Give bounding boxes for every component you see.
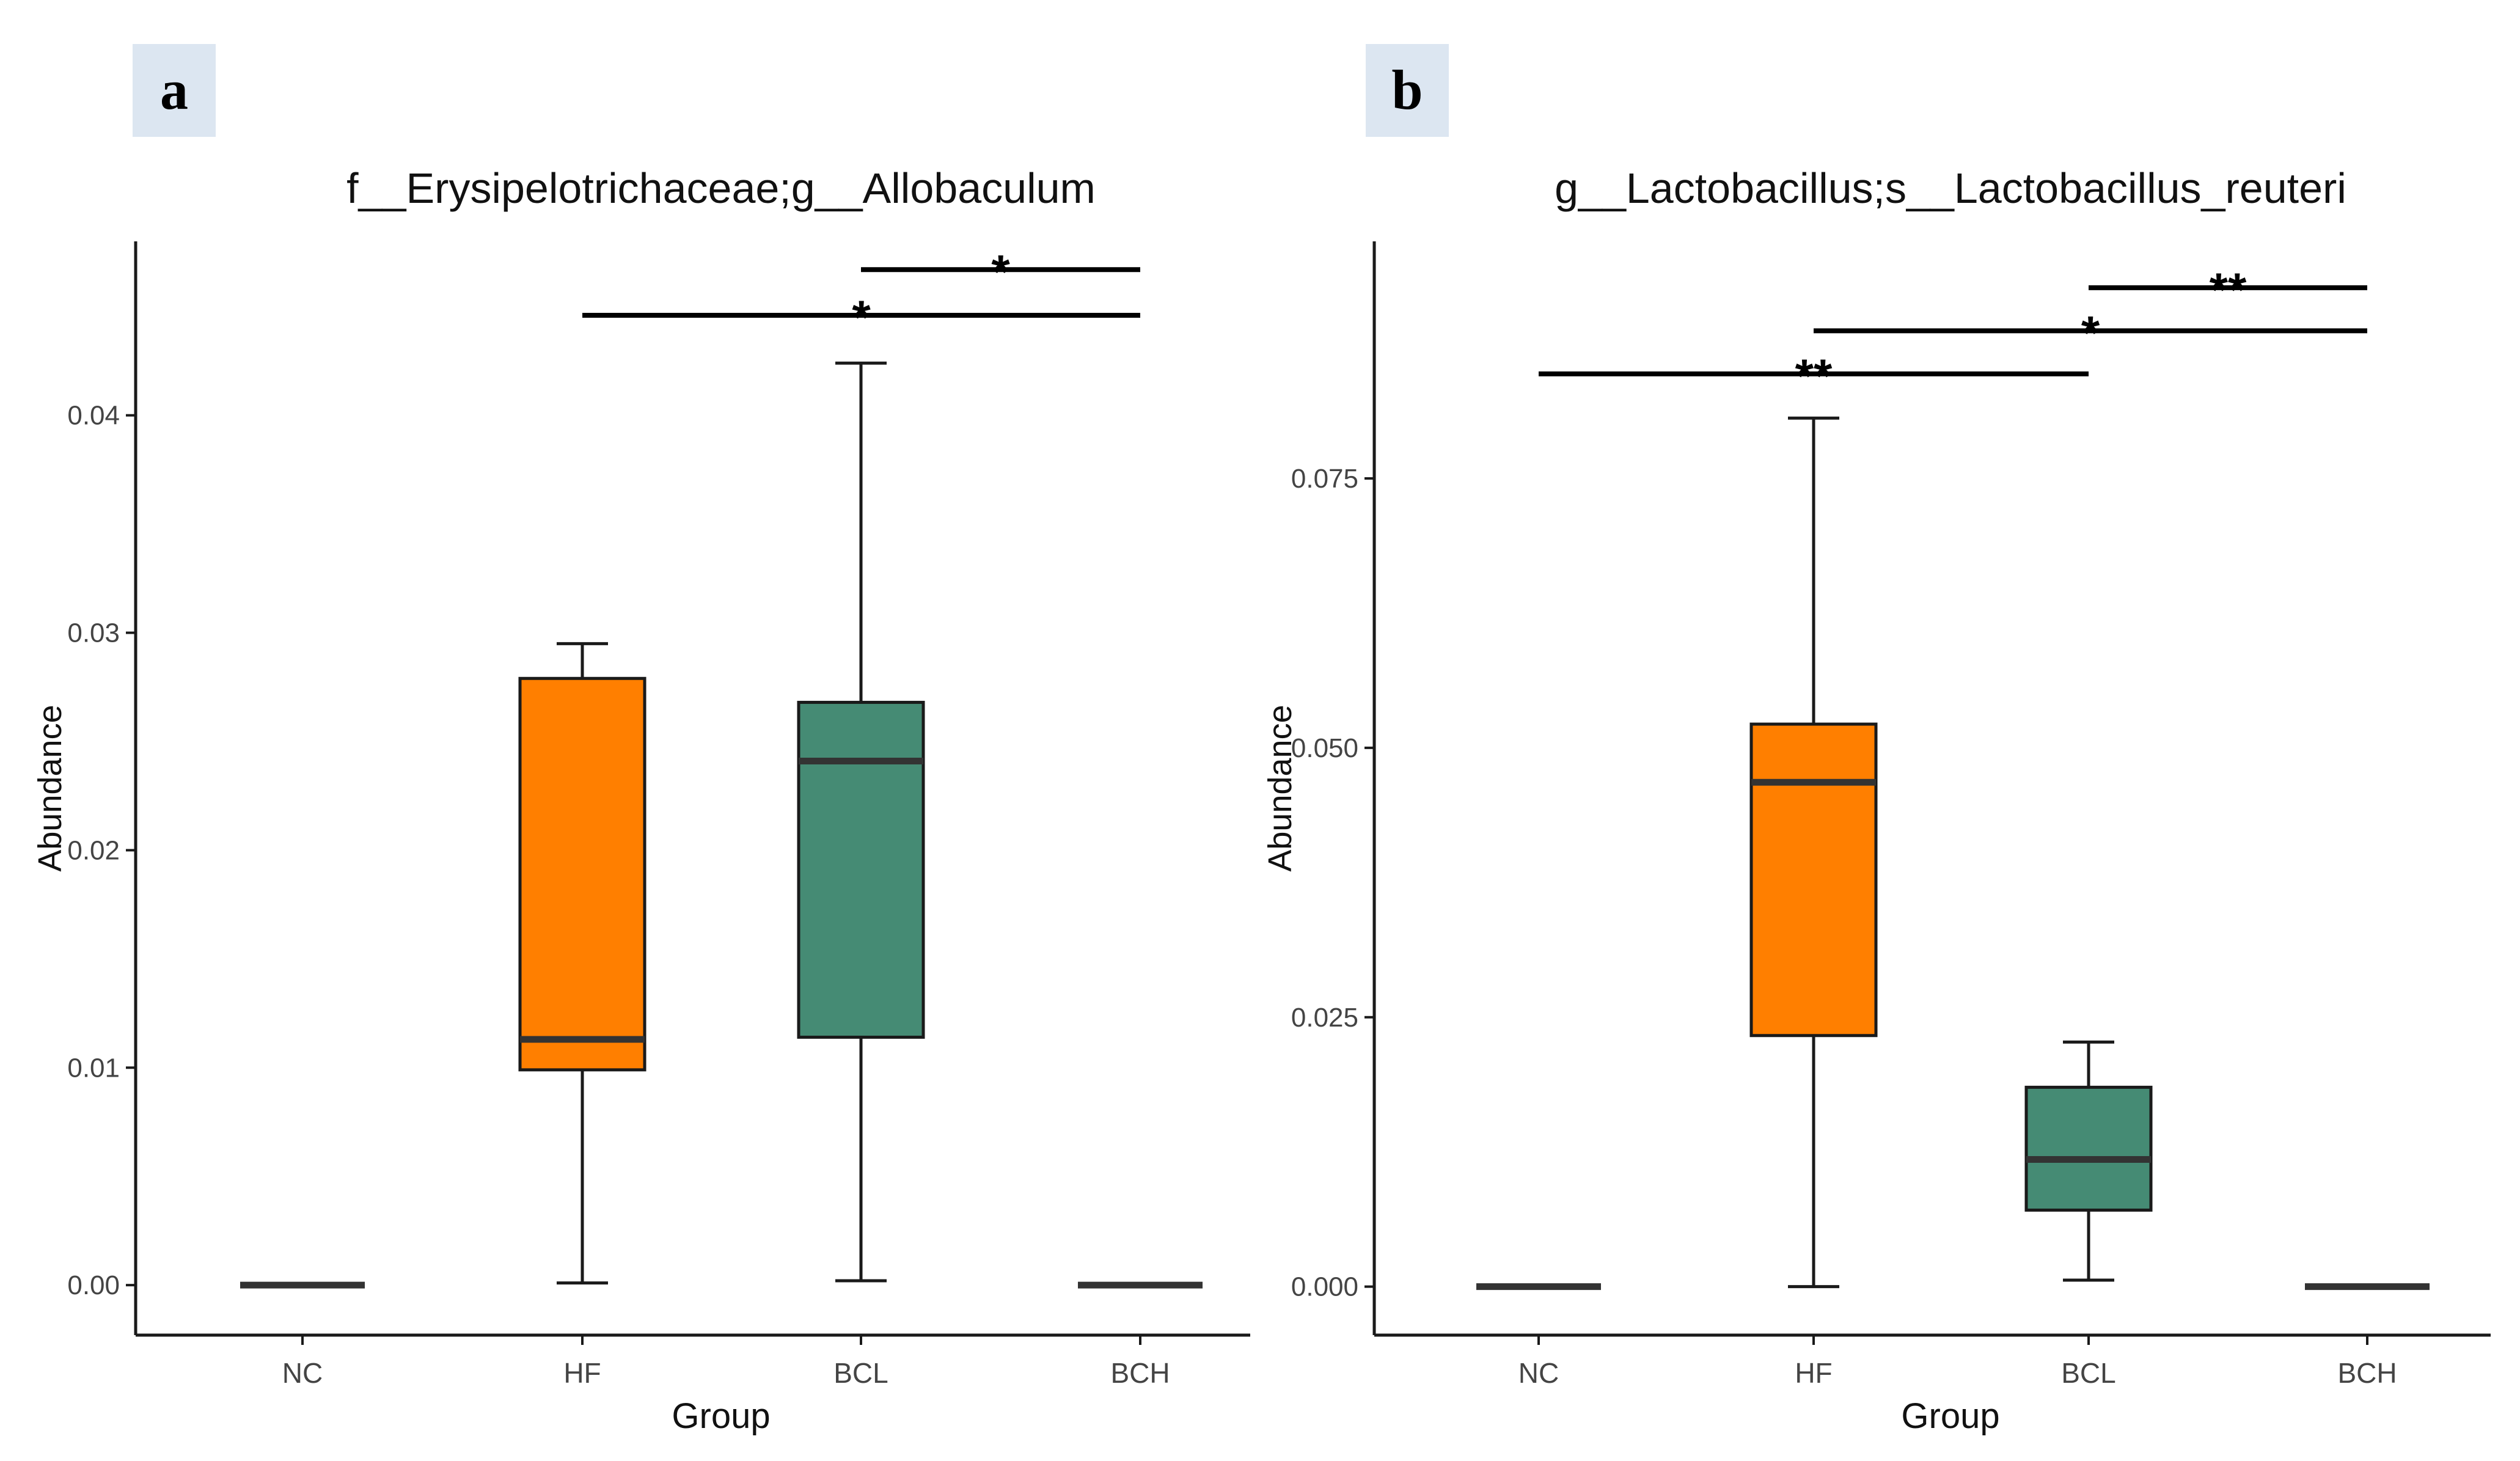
x-tick-label: BCH — [1110, 1357, 1170, 1389]
y-tick-label: 0.025 — [1291, 1003, 1358, 1033]
panel-a: a f__Erysipelotrichaceae;g__Allobaculum … — [32, 44, 1250, 1436]
box-HF — [1749, 416, 1878, 1289]
significance-label: * — [2081, 306, 2100, 359]
x-tick-label: BCH — [2337, 1357, 2397, 1389]
significance-bracket: * — [1814, 306, 2367, 359]
panel-b: b g__Lactobacillus;s__Lactobacillus_reut… — [1262, 44, 2491, 1436]
y-tick-label: 0.02 — [67, 835, 120, 865]
panel-label: a — [160, 59, 188, 121]
significance-bracket: * — [582, 290, 1140, 344]
box-HF — [518, 642, 646, 1285]
x-tick-label: NC — [1518, 1357, 1559, 1389]
x-tick-label: NC — [282, 1357, 323, 1389]
significance-label: ** — [2210, 263, 2247, 317]
y-tick-label: 0.00 — [67, 1270, 120, 1300]
chart-title: f__Erysipelotrichaceae;g__Allobaculum — [346, 164, 1096, 212]
y-tick-label: 0.075 — [1291, 464, 1358, 494]
box-BCL — [2024, 1040, 2153, 1282]
y-tick-label: 0.04 — [67, 401, 120, 431]
x-tick-label: HF — [563, 1357, 601, 1389]
y-tick-label: 0.050 — [1291, 733, 1358, 763]
panel-label: b — [1391, 59, 1423, 121]
box-iqr — [1749, 722, 1878, 1038]
significance-label: * — [852, 290, 871, 344]
x-tick-label: HF — [1795, 1357, 1832, 1389]
y-tick-label: 0.01 — [67, 1053, 120, 1083]
y-axis-label: Abundance — [32, 705, 68, 871]
x-axis-label: Group — [672, 1396, 770, 1436]
panel-label-background — [133, 44, 216, 137]
y-tick-label: 0.000 — [1291, 1272, 1358, 1302]
plot-area: 0.00 0.01 0.02 0.03 0.04 NC HF BCL BCH * * — [67, 241, 1250, 1389]
significance-label: * — [991, 244, 1010, 298]
x-axis-label: Group — [1901, 1396, 1999, 1436]
y-tick-label: 0.03 — [67, 618, 120, 648]
chart-title: g__Lactobacillus;s__Lactobacillus_reuter… — [1555, 164, 2346, 212]
significance-bracket: ** — [2089, 263, 2367, 317]
significance-bracket: ** — [1539, 349, 2089, 403]
significance-label: ** — [1795, 349, 1833, 403]
y-axis-label: Abundance — [1262, 705, 1298, 871]
significance-bracket: * — [861, 244, 1140, 298]
box-iqr — [797, 700, 925, 1039]
box-BCL — [797, 361, 925, 1283]
box-iqr — [518, 676, 646, 1072]
panel-label-background — [1366, 44, 1449, 137]
box-iqr — [2024, 1085, 2153, 1212]
x-tick-label: BCL — [2061, 1357, 2115, 1389]
x-tick-label: BCL — [833, 1357, 888, 1389]
